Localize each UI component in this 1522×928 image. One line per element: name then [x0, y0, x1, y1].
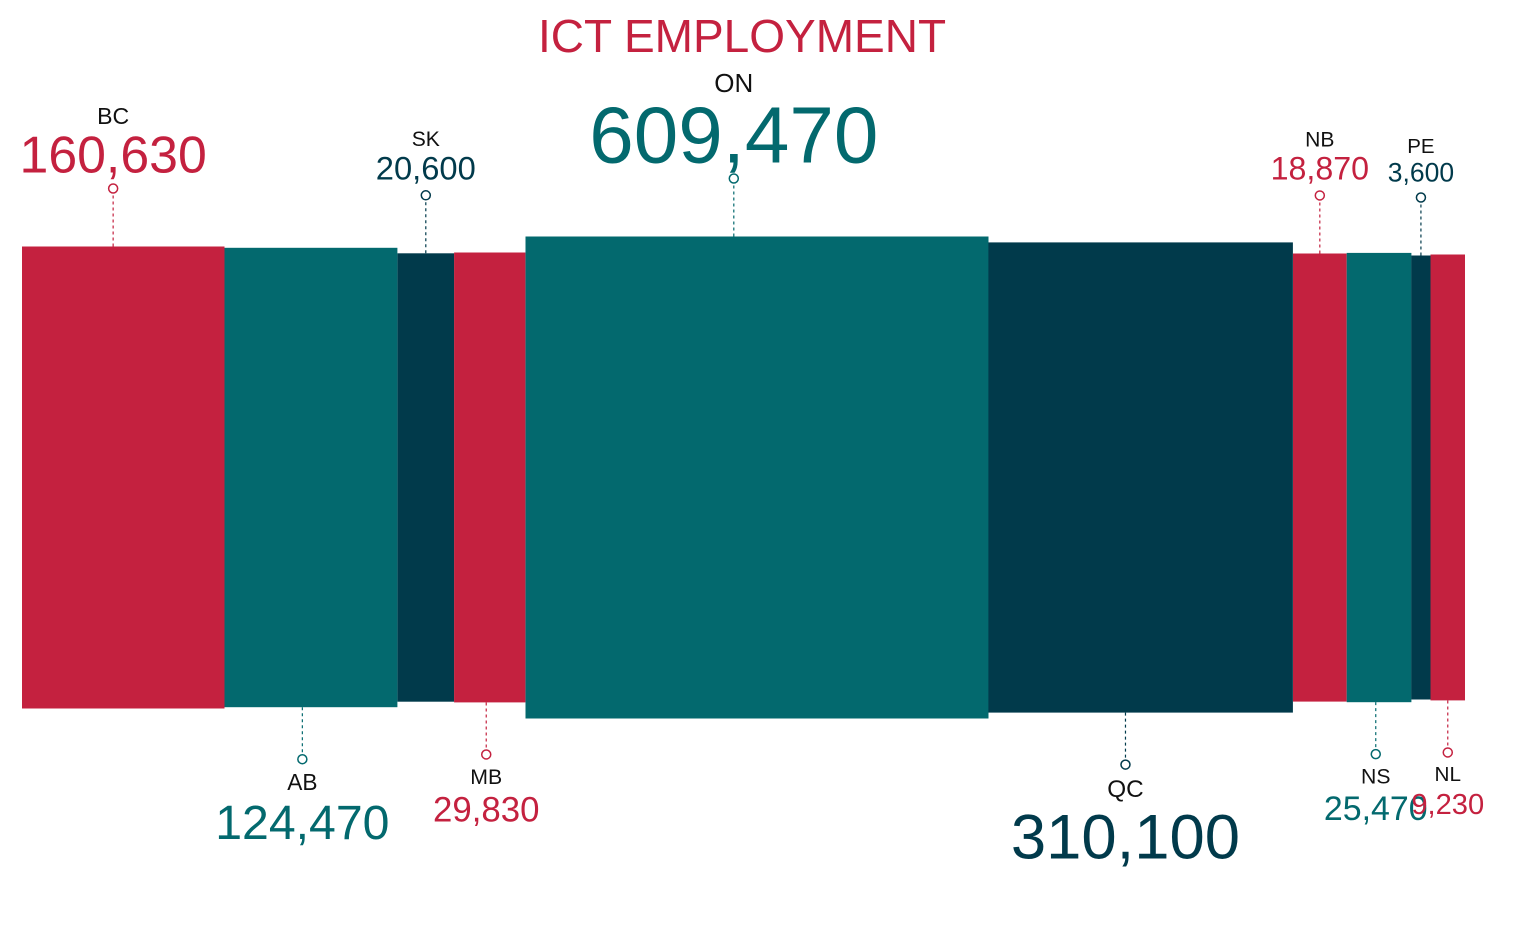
- bar-pe: [1411, 255, 1431, 700]
- bar-nl: [1430, 254, 1465, 701]
- bar-qc: [988, 242, 1293, 713]
- bar-bc: [22, 246, 225, 709]
- value-label-sk: 20,600: [376, 149, 476, 186]
- chart-title: ICT EMPLOYMENT: [538, 10, 946, 62]
- bar-ns: [1346, 252, 1412, 703]
- bars-group: [22, 236, 1465, 719]
- category-label-pe: PE: [1407, 135, 1434, 158]
- category-label-ns: NS: [1361, 765, 1390, 788]
- value-label-on: 609,470: [589, 91, 878, 180]
- value-label-qc: 310,100: [1011, 803, 1240, 873]
- category-label-qc: QC: [1107, 776, 1143, 803]
- value-label-mb: 29,830: [433, 790, 539, 829]
- value-label-nb: 18,870: [1271, 151, 1369, 187]
- bar-on: [525, 236, 989, 719]
- leader-marker-bc: [107, 183, 119, 194]
- leader-marker-nb: [1314, 190, 1326, 201]
- leader-marker-ab: [297, 753, 308, 765]
- leader-marker-mb: [480, 749, 492, 760]
- leader-marker-on: [728, 173, 740, 184]
- bar-mb: [454, 252, 526, 703]
- value-label-pe: 3,600: [1388, 158, 1454, 188]
- category-label-on: ON: [714, 68, 753, 98]
- bar-sk: [397, 253, 455, 702]
- bar-nb: [1293, 253, 1347, 702]
- value-label-ns: 25,470: [1324, 790, 1428, 828]
- bar-ab: [224, 247, 398, 708]
- leader-marker-sk: [420, 190, 432, 201]
- value-label-ab: 124,470: [215, 796, 389, 850]
- category-label-bc: BC: [97, 103, 129, 129]
- leader-marker-qc: [1120, 759, 1131, 770]
- leader-marker-ns: [1370, 748, 1382, 760]
- category-label-mb: MB: [470, 765, 502, 789]
- value-label-nl: 9,230: [1411, 789, 1484, 821]
- leader-marker-pe: [1415, 192, 1427, 203]
- category-label-nl: NL: [1435, 763, 1461, 786]
- leader-lines-group: [107, 173, 1454, 770]
- value-label-bc: 160,630: [20, 126, 207, 184]
- category-label-sk: SK: [412, 128, 440, 151]
- leader-marker-nl: [1442, 747, 1454, 758]
- category-label-nb: NB: [1305, 128, 1334, 151]
- category-label-ab: AB: [287, 769, 317, 795]
